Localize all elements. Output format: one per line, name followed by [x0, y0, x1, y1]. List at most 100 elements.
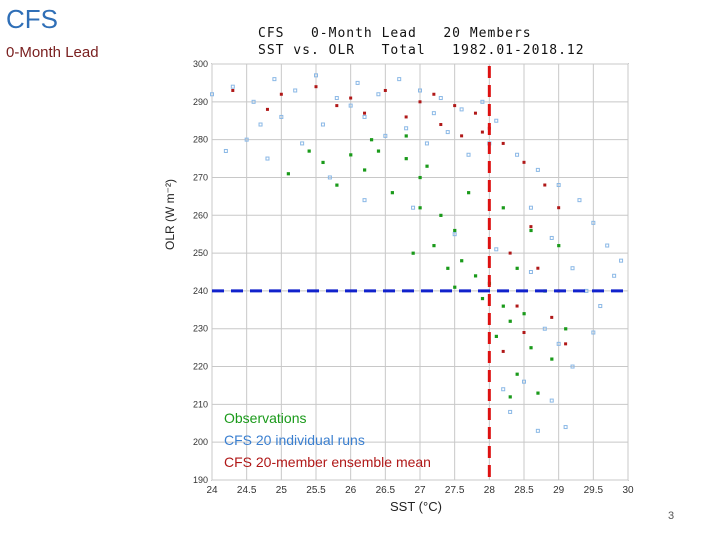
x-tick-label: 27.5: [445, 485, 465, 496]
individual-run-point: [251, 99, 256, 104]
observation-point: [460, 259, 464, 263]
individual-run-point: [223, 148, 228, 153]
individual-run-point: [459, 107, 464, 112]
individual-run-point: [591, 330, 596, 335]
individual-run-point: [619, 258, 624, 263]
x-tick-label: 28: [484, 485, 496, 496]
x-tick-label: 27: [414, 485, 426, 496]
observation-point: [446, 266, 450, 270]
ensemble-mean-point: [529, 225, 533, 229]
observation-point: [536, 391, 540, 395]
y-tick-label: 290: [193, 97, 208, 107]
y-tick-label: 240: [193, 286, 208, 296]
axis-ticks: 24 24.5 25 25.5 26 26.5 27 27.5 28 28.5 29 29.5 30 19…: [193, 59, 634, 496]
chart-title-line-1: CFS 0-Month Lead 20 Members: [258, 26, 532, 41]
ensemble-mean-point: [279, 92, 283, 96]
individual-run-point: [376, 92, 381, 97]
ensemble-mean-point: [501, 349, 505, 353]
ensemble-mean-point: [473, 111, 477, 115]
individual-run-point: [605, 243, 610, 248]
x-tick-label: 29.5: [584, 485, 604, 496]
individual-run-point: [591, 220, 596, 225]
observation-point: [557, 244, 561, 248]
ensemble-mean-point: [460, 134, 464, 138]
individual-run-point: [515, 152, 520, 157]
individual-run-point: [570, 364, 575, 369]
individual-run-point: [279, 114, 284, 119]
observation-point: [467, 191, 471, 195]
ensemble-mean-point: [550, 315, 554, 319]
observation-point: [453, 285, 457, 289]
x-tick-label: 30: [622, 485, 634, 496]
observation-point: [529, 228, 533, 233]
individual-run-point: [494, 247, 499, 252]
ensemble-mean-point: [543, 183, 547, 187]
ensemble-mean-point: [453, 104, 457, 108]
x-tick-label: 24: [206, 485, 218, 496]
data-points: [210, 73, 624, 433]
individual-run-point: [300, 141, 305, 146]
page-number: 3: [668, 510, 675, 522]
observation-point: [363, 168, 367, 172]
individual-run-point: [327, 175, 332, 180]
individual-run-point: [424, 141, 429, 146]
individual-run-point: [466, 152, 471, 157]
y-tick-label: 200: [193, 437, 208, 447]
individual-run-point: [549, 398, 554, 403]
observation-point: [418, 175, 422, 180]
individual-run-point: [383, 133, 388, 138]
observation-point: [376, 149, 381, 153]
individual-run-point: [230, 84, 235, 89]
observation-point: [404, 134, 408, 138]
observation-point: [335, 183, 339, 187]
individual-run-point: [404, 126, 409, 131]
reference-lines: [212, 66, 628, 480]
ensemble-mean-point: [335, 104, 339, 108]
individual-run-point: [362, 114, 367, 119]
ensemble-mean-point: [522, 160, 526, 164]
individual-run-point: [397, 77, 402, 82]
y-tick-label: 220: [193, 362, 208, 372]
ensemble-mean-point: [536, 266, 540, 270]
ensemble-mean-point: [501, 141, 505, 145]
individual-run-point: [272, 77, 277, 82]
observation-point: [321, 160, 325, 165]
ensemble-mean-point: [363, 111, 367, 115]
ensemble-mean-point: [265, 107, 269, 111]
individual-run-point: [480, 99, 485, 104]
y-axis-label: OLR (W m⁻²): [163, 179, 177, 250]
x-tick-label: 25: [276, 485, 288, 496]
observation-point: [564, 327, 568, 331]
y-tick-label: 270: [193, 172, 208, 182]
ensemble-mean-point: [231, 88, 235, 92]
y-tick-label: 230: [193, 324, 208, 334]
observation-point: [425, 164, 429, 168]
individual-run-point: [258, 122, 263, 127]
individual-run-point: [570, 266, 575, 271]
observation-point: [349, 153, 353, 157]
chart-title-line-2: SST vs. OLR Total 1982.01-2018.12: [258, 43, 585, 58]
individual-run-point: [577, 198, 582, 203]
observation-point: [369, 138, 374, 142]
observation-point: [508, 395, 512, 399]
individual-run-point: [452, 232, 457, 237]
ensemble-mean-point: [508, 251, 512, 255]
observation-point: [404, 157, 408, 161]
y-tick-label: 190: [193, 475, 208, 485]
individual-run-point: [445, 130, 450, 135]
observation-point: [473, 274, 478, 278]
individual-run-point: [522, 379, 526, 384]
ensemble-mean-point: [404, 115, 408, 119]
individual-run-point: [598, 304, 603, 309]
individual-run-point: [494, 118, 499, 123]
observation-point: [439, 213, 443, 217]
y-tick-label: 210: [193, 399, 208, 409]
x-tick-label: 24.5: [237, 485, 257, 496]
ensemble-mean-point: [557, 206, 561, 210]
individual-run-point: [528, 270, 533, 274]
individual-run-point: [438, 96, 443, 101]
individual-run-point: [293, 88, 298, 93]
ensemble-mean-point: [418, 100, 422, 104]
ensemble-mean-point: [349, 96, 353, 100]
